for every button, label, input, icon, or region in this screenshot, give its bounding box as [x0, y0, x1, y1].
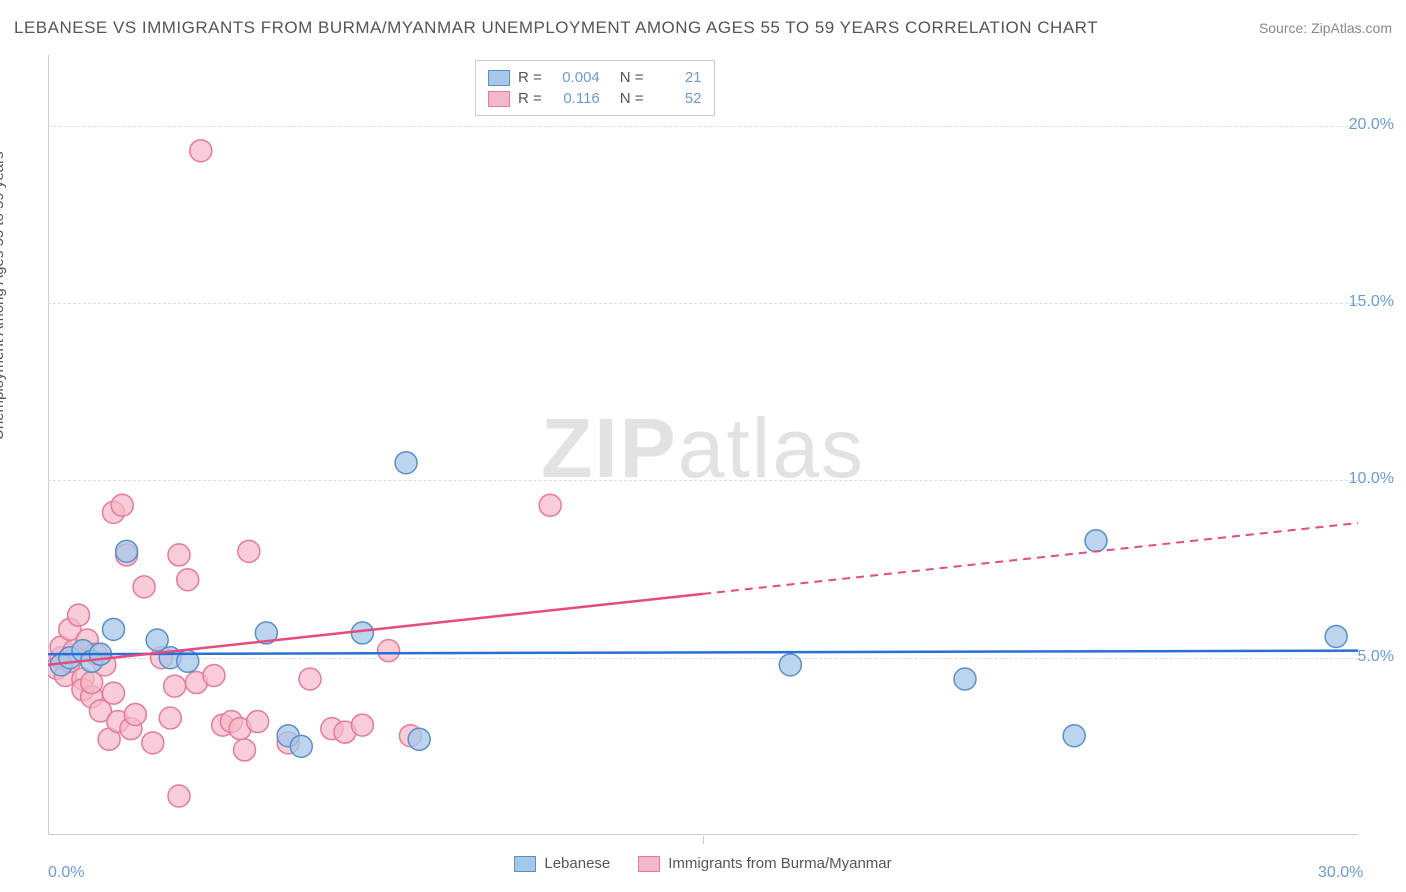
burma-point: [111, 494, 133, 516]
chart-title: LEBANESE VS IMMIGRANTS FROM BURMA/MYANMA…: [14, 18, 1098, 38]
legend-label: Lebanese: [544, 855, 610, 872]
n-label: N =: [620, 90, 644, 107]
r-label: R =: [518, 90, 542, 107]
n-label: N =: [620, 69, 644, 86]
burma-point: [103, 682, 125, 704]
lebanese-point: [1085, 530, 1107, 552]
x-tick-mark: [703, 836, 704, 844]
legend-series: Lebanese Immigrants from Burma/Myanmar: [0, 855, 1406, 872]
legend-stats-row-lebanese: R = 0.004 N = 21: [488, 67, 702, 88]
burma-point: [68, 604, 90, 626]
chart-header: LEBANESE VS IMMIGRANTS FROM BURMA/MYANMA…: [14, 18, 1392, 38]
x-tick-label: 30.0%: [1318, 864, 1363, 882]
legend-stats-box: R = 0.004 N = 21 R = 0.116 N = 52: [475, 60, 715, 116]
burma-point: [133, 576, 155, 598]
burma-point: [234, 739, 256, 761]
burma-point: [247, 711, 269, 733]
lebanese-point: [1325, 625, 1347, 647]
burma-point: [299, 668, 321, 690]
legend-swatch-icon: [488, 91, 510, 107]
scatter-plot-svg: [48, 55, 1358, 835]
r-value: 0.004: [550, 69, 600, 86]
burma-point: [124, 703, 146, 725]
burma-point: [351, 714, 373, 736]
r-value: 0.116: [550, 90, 600, 107]
lebanese-point: [351, 622, 373, 644]
legend-stats-row-burma: R = 0.116 N = 52: [488, 88, 702, 109]
burma-point: [168, 544, 190, 566]
legend-swatch-icon: [514, 856, 536, 872]
lebanese-point: [779, 654, 801, 676]
burma-point: [164, 675, 186, 697]
legend-swatch-icon: [638, 856, 660, 872]
lebanese-regression-line: [48, 651, 1358, 655]
burma-point: [142, 732, 164, 754]
y-tick-label: 5.0%: [1358, 648, 1394, 666]
lebanese-point: [290, 735, 312, 757]
legend-swatch-icon: [488, 70, 510, 86]
burma-point: [378, 640, 400, 662]
burma-point: [159, 707, 181, 729]
r-label: R =: [518, 69, 542, 86]
lebanese-point: [954, 668, 976, 690]
burma-point: [539, 494, 561, 516]
legend-item-burma: Immigrants from Burma/Myanmar: [638, 855, 891, 872]
n-value: 52: [652, 90, 702, 107]
lebanese-point: [103, 618, 125, 640]
lebanese-point: [408, 728, 430, 750]
legend-label: Immigrants from Burma/Myanmar: [668, 855, 891, 872]
source-attribution: Source: ZipAtlas.com: [1259, 20, 1392, 36]
burma-regression-line-dashed: [703, 523, 1358, 594]
x-tick-label: 0.0%: [48, 864, 84, 882]
legend-item-lebanese: Lebanese: [514, 855, 610, 872]
lebanese-point: [395, 452, 417, 474]
burma-point: [177, 569, 199, 591]
burma-point: [203, 664, 225, 686]
n-value: 21: [652, 69, 702, 86]
y-axis-label: Unemployment Among Ages 55 to 59 years: [0, 151, 7, 440]
lebanese-point: [1063, 725, 1085, 747]
burma-point: [190, 140, 212, 162]
lebanese-point: [116, 540, 138, 562]
burma-point: [168, 785, 190, 807]
burma-point: [238, 540, 260, 562]
